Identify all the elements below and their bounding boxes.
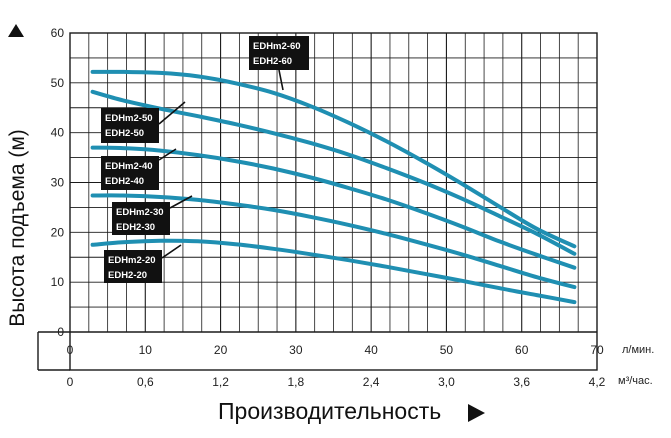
triangle-right-icon [468, 404, 485, 422]
x-tick-label: 50 [440, 343, 454, 357]
y-tick-label: 0 [57, 325, 64, 339]
callout-label-line: EDH2-20 [108, 270, 147, 281]
curve-edh2-40 [90, 145, 577, 270]
callout-box [249, 36, 309, 70]
x-tick-label: 40 [364, 343, 378, 357]
curve-edh2-50 [90, 89, 577, 256]
callout-leader-line [161, 244, 182, 259]
x-unit-secondary-label: м³/час. [618, 375, 653, 387]
callout-label-line: EDH2-40 [105, 176, 144, 187]
curves [90, 69, 577, 305]
callout-edh2-60: EDHm2-60 EDH2-60 [249, 36, 309, 91]
callout-label-line: EDHm2-60 [253, 41, 301, 52]
x-secondary-tick-label: 4,2 [589, 375, 606, 389]
x-tick-label: 0 [67, 343, 74, 357]
callout-label-line: EDHm2-20 [108, 255, 156, 266]
callout-edh2-30: EDHm2-30 EDH2-30 [112, 195, 193, 235]
y-tick-label: 60 [51, 26, 65, 40]
x-tick-label: 60 [515, 343, 529, 357]
curve-edh2-60 [90, 69, 577, 249]
y-tick-label: 50 [51, 76, 65, 90]
curve-edh2-30 [90, 193, 577, 290]
callout-edh2-40: EDHm2-40 EDH2-40 [101, 148, 177, 190]
y-tick-label: 40 [51, 126, 65, 140]
callout-box [104, 250, 162, 283]
callouts: EDHm2-60EDH2-60EDHm2-50EDH2-50EDHm2-40ED… [101, 36, 309, 283]
callout-box [112, 202, 170, 235]
x-unit-primary-label: л/мин. [622, 344, 654, 356]
callout-label-line: EDHm2-50 [105, 113, 153, 124]
triangle-up-icon [8, 24, 24, 37]
x-secondary-tick-label: 2,4 [363, 375, 380, 389]
x-secondary-tick-label: 3,0 [438, 375, 455, 389]
callout-leader-line [278, 69, 284, 91]
curve-edh2-20 [90, 238, 577, 305]
tick-labels: 0 10 20 30 40 50 60 0 10 20 30 40 50 60 70 0 0,6 1,2 1,8 2,… [51, 26, 606, 389]
x-tick-label: 20 [214, 343, 228, 357]
callout-label-line: EDH2-60 [253, 56, 292, 67]
callout-box [101, 156, 159, 190]
callout-label-line: EDHm2-40 [105, 161, 153, 172]
y-tick-label: 30 [51, 176, 65, 190]
callout-label-line: EDH2-50 [105, 128, 144, 139]
callout-label-line: EDHm2-30 [116, 207, 164, 218]
x-tick-label: 10 [139, 343, 153, 357]
x-secondary-tick-label: 1,2 [212, 375, 229, 389]
x-secondary-tick-label: 1,8 [288, 375, 305, 389]
x-tick-label: 30 [289, 343, 303, 357]
callout-edh2-50: EDHm2-50 EDH2-50 [101, 101, 186, 143]
x-secondary-tick-label: 0,6 [137, 375, 154, 389]
callout-leader-line [158, 148, 177, 161]
x-secondary-tick-label: 0 [67, 375, 74, 389]
y-tick-label: 20 [51, 225, 65, 239]
callout-edh2-20: EDHm2-20 EDH2-20 [104, 244, 182, 283]
callout-leader-line [169, 195, 193, 209]
y-axis-title: Высота подъема (м) [6, 129, 29, 327]
callout-label-line: EDH2-30 [116, 222, 155, 233]
callout-leader-line [158, 101, 186, 125]
x-axis-title: Производительность [218, 398, 441, 424]
y-tick-label: 10 [51, 275, 65, 289]
callout-box [101, 108, 159, 143]
x-tick-label: 70 [590, 343, 604, 357]
x-secondary-tick-label: 3,6 [513, 375, 530, 389]
